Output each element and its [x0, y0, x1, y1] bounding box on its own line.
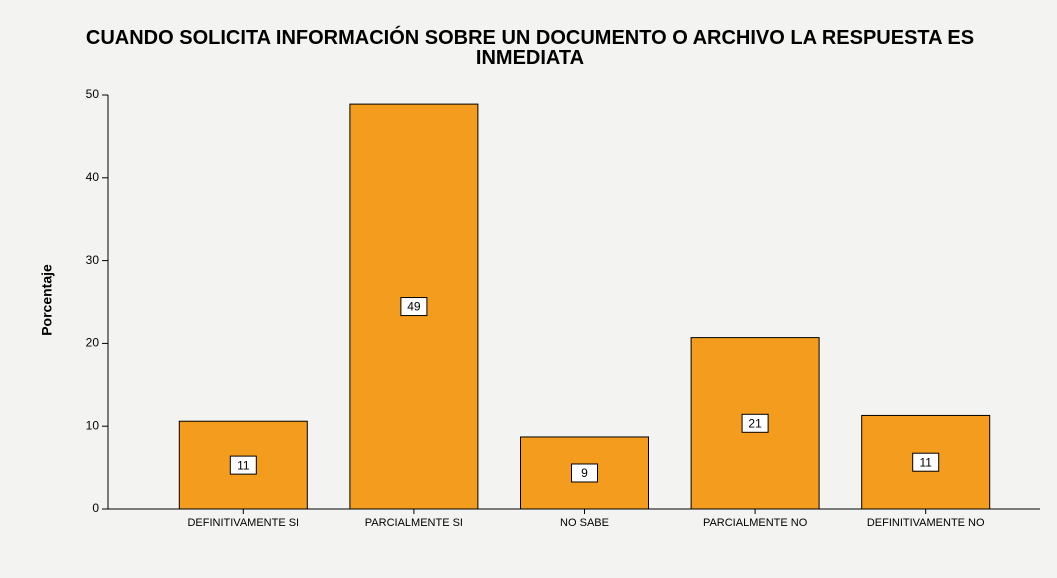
chart-title: CUANDO SOLICITA INFORMACIÓN SOBRE UN DOC…	[85, 27, 975, 69]
y-tick-label: 10	[86, 418, 100, 432]
y-tick-label: 30	[86, 253, 100, 267]
x-tick-label: DEFINITIVAMENTE NO	[867, 517, 985, 529]
data-label: 11	[237, 458, 250, 472]
data-label-box	[229, 455, 257, 475]
data-label-box	[741, 413, 769, 433]
y-tick-label: 20	[86, 336, 100, 350]
data-label: 9	[581, 466, 588, 480]
data-label-box	[400, 297, 428, 317]
x-tick-label: DEFINITIVAMENTE SI	[187, 517, 299, 529]
bar	[349, 103, 479, 510]
data-label: 49	[407, 300, 421, 314]
data-label: 11	[919, 455, 932, 469]
y-axis-label: Porcentaje	[39, 264, 55, 336]
y-tick-label: 40	[86, 170, 100, 184]
x-tick-label: PARCIALMENTE NO	[703, 517, 808, 529]
y-tick-label: 0	[92, 501, 99, 515]
x-tick-label: NO SABE	[560, 517, 609, 529]
data-label-box	[571, 463, 598, 483]
y-tick-label: 50	[86, 87, 100, 101]
data-label-box	[912, 452, 940, 472]
data-label: 21	[748, 416, 762, 430]
x-tick-label: PARCIALMENTE SI	[365, 517, 463, 529]
